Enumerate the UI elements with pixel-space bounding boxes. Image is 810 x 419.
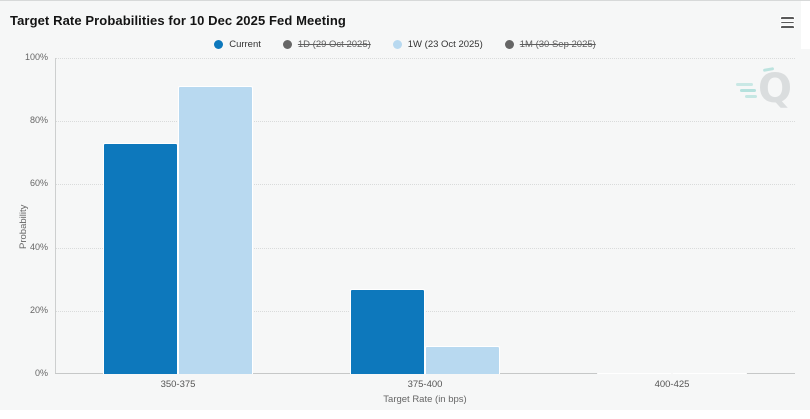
legend-marker-1d [282,40,292,49]
legend-label: Current [229,39,261,50]
legend-item-1d[interactable]: 1D (29 Oct 2025) [282,39,371,50]
logo-accent-line [740,89,756,92]
gridline-80 [55,121,795,123]
y-tick-60: 60% [29,178,48,188]
plot-area [55,58,795,374]
legend-item-current[interactable]: Current [214,39,261,50]
legend-label: 1M (30 Sep 2025) [519,39,596,50]
y-tick-40: 40% [29,242,48,252]
bar-1w-400-425[interactable] [672,372,747,374]
bar-current-400-425[interactable] [597,373,672,374]
bar-1w-350-375[interactable] [178,86,253,374]
logo-accent-line [745,95,757,98]
hamburger-menu-icon[interactable] [778,14,798,30]
y-tick-0: 0% [34,368,48,378]
legend-marker-current [214,40,224,49]
y-axis-title: Probability [18,204,29,249]
y-tick-80: 80% [29,115,48,125]
y-tick-20: 20% [29,305,48,315]
legend-marker-1w [392,40,402,49]
gridline-40 [55,247,795,249]
y-axis-line [55,58,56,374]
bar-group-350-375 [103,58,253,374]
legend-label: 1W (23 Oct 2025) [407,39,483,50]
legend-item-1m[interactable]: 1M (30 Sep 2025) [504,39,596,50]
bar-1w-375-400[interactable] [425,346,500,374]
bar-current-375-400[interactable] [350,288,425,374]
bar-current-350-375[interactable] [103,143,178,374]
logo-accent-line [736,83,753,86]
x-axis-title: Target Rate (in bps) [383,394,467,405]
chart-canvas: Target Rate Probabilities for 10 Dec 202… [0,0,810,405]
legend-label: 1D (29 Oct 2025) [297,39,371,50]
gridline-100 [55,58,795,59]
bar-group-375-400 [350,58,500,374]
y-tick-100: 100% [24,52,48,62]
x-tick-400-425: 400-425 [654,379,690,390]
hamburger-bar [780,25,795,28]
logo-q-letter: Q [757,66,792,112]
legend-item-1w[interactable]: 1W (23 Oct 2025) [392,39,483,50]
quikstrike-logo-watermark: Q [736,65,794,117]
gridline-20 [55,310,795,312]
gridline-60 [55,184,795,186]
chart-title: Target Rate Probabilities for 10 Dec 202… [10,13,346,28]
hamburger-bar [780,20,795,24]
hamburger-bar [780,16,795,19]
bar-group-400-425 [597,58,747,374]
chart-legend: Current 1D (29 Oct 2025) 1W (23 Oct 2025… [0,39,810,50]
canvas-right-gap [801,1,810,49]
legend-marker-1m [504,40,514,49]
x-tick-375-400: 375-400 [407,379,443,390]
x-tick-350-375: 350-375 [160,379,196,390]
